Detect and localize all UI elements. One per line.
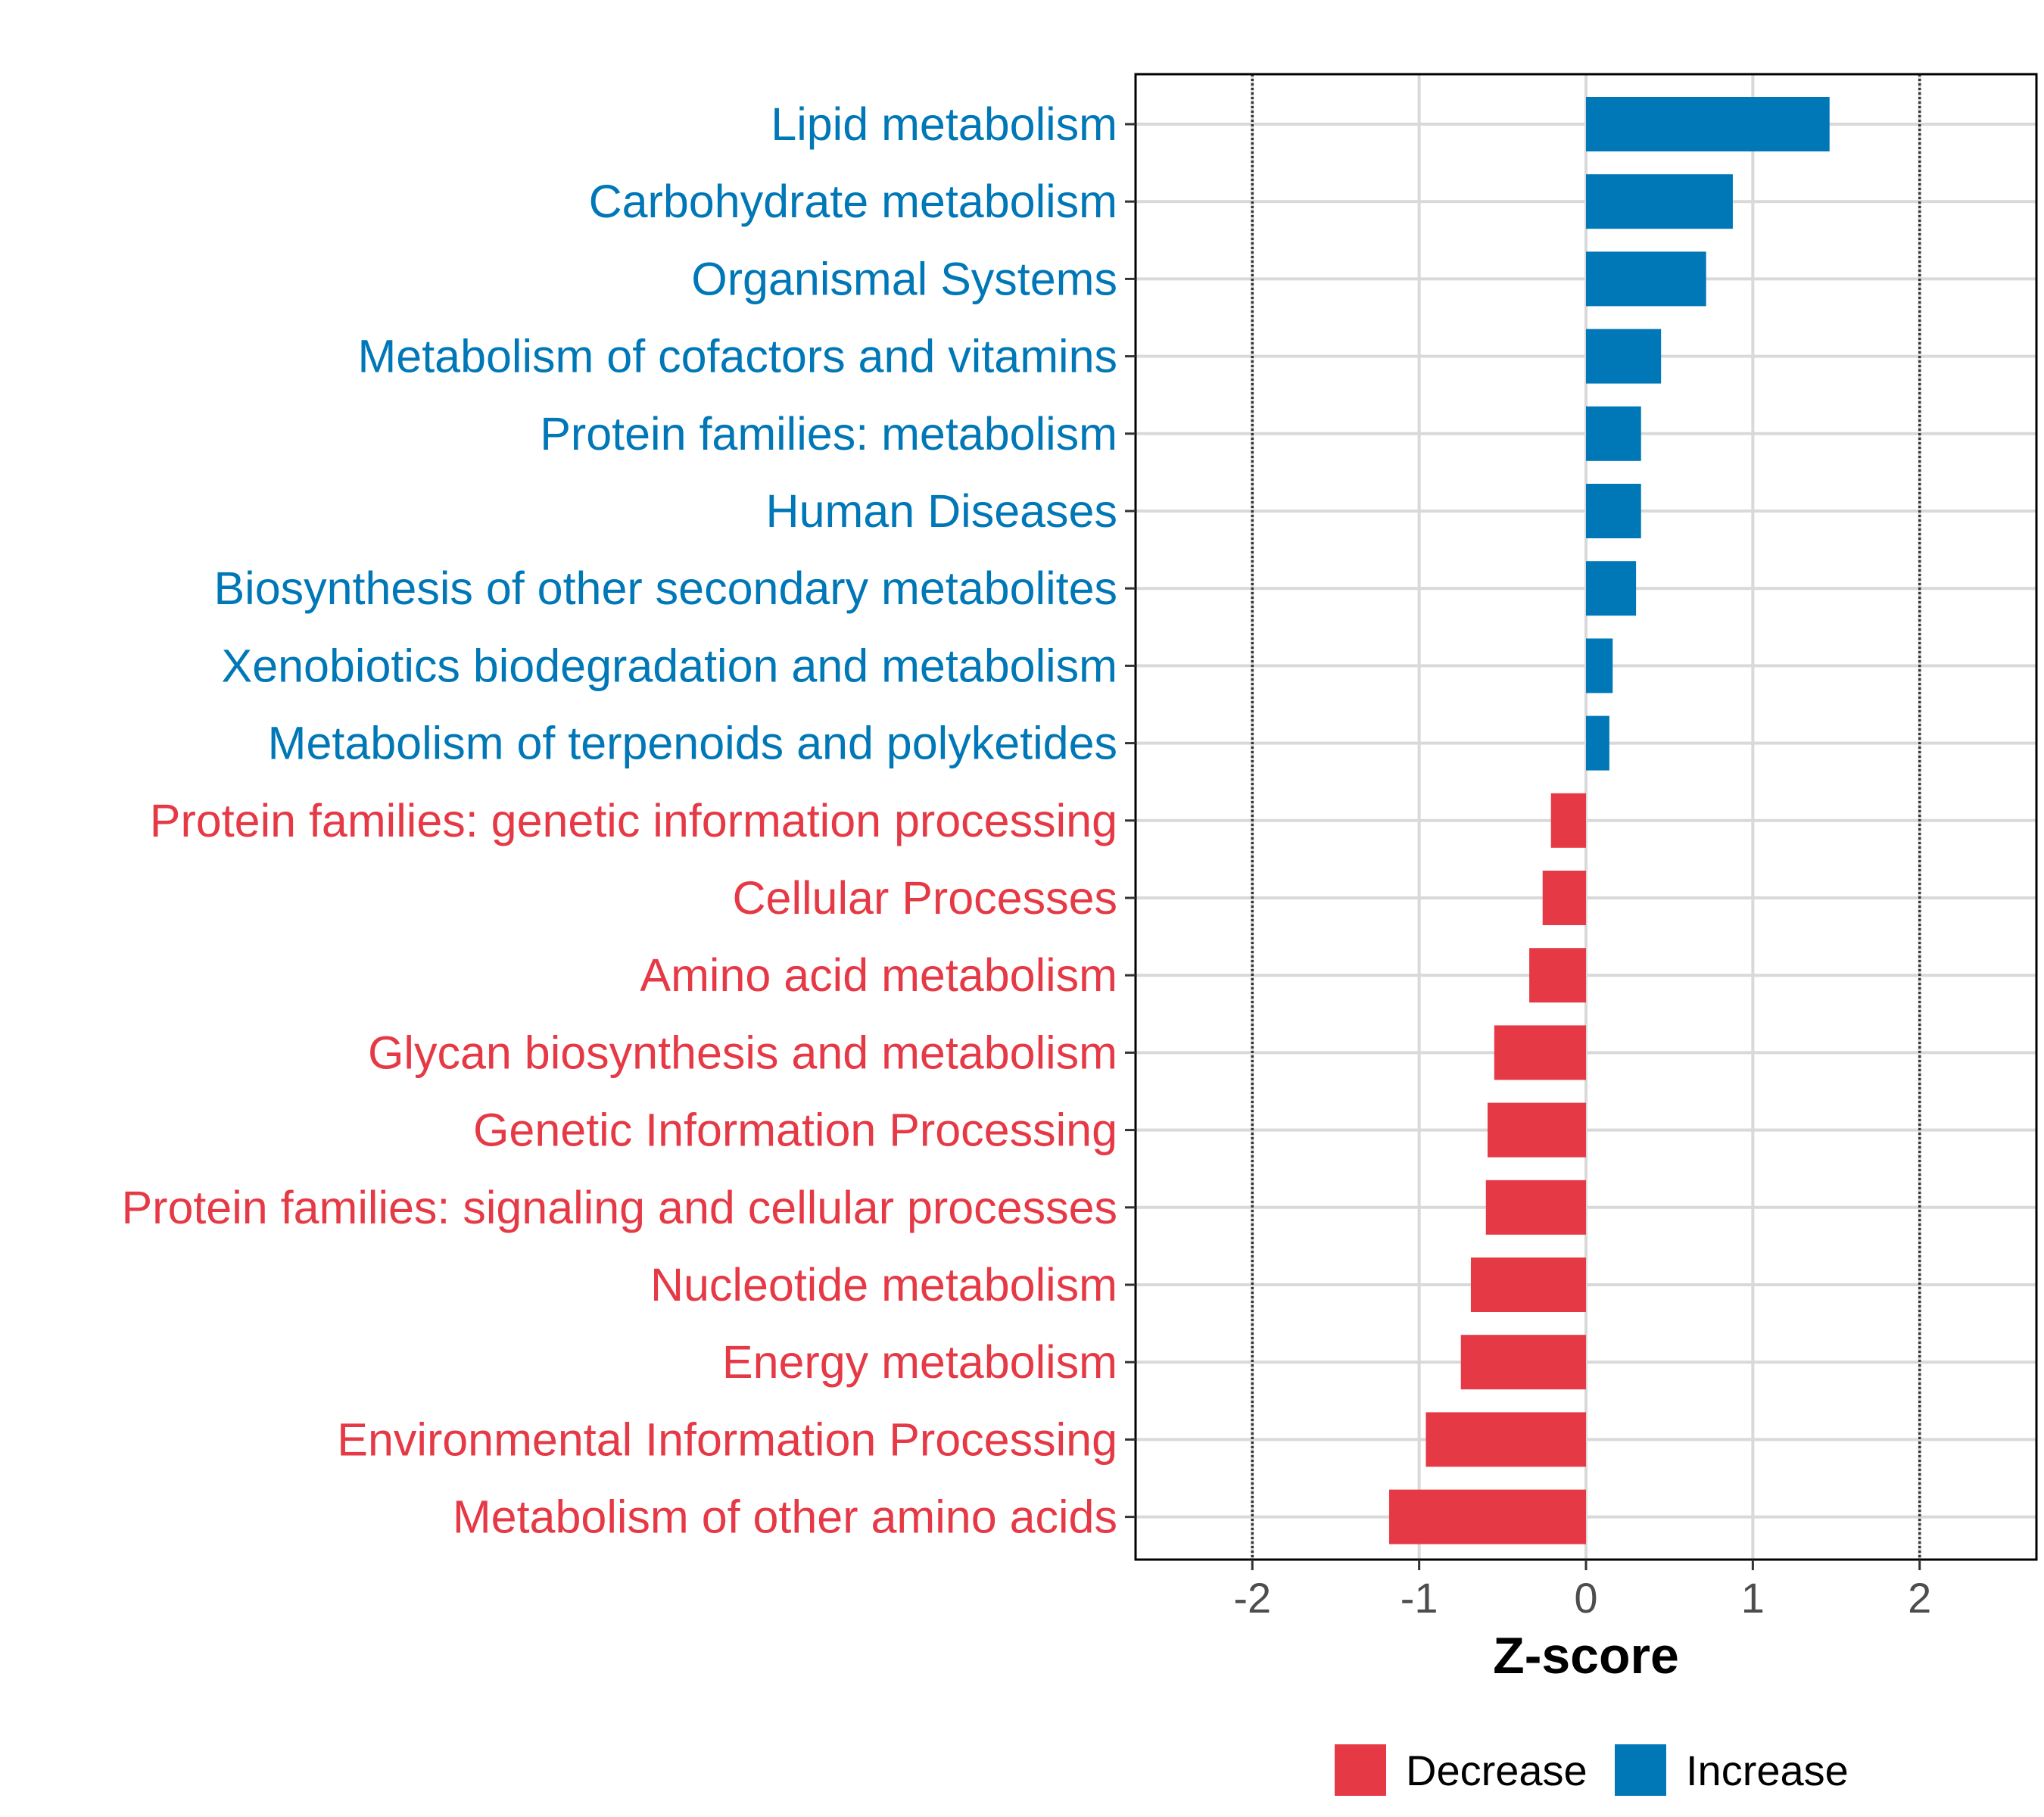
bar-decrease xyxy=(1542,871,1586,925)
bar-decrease xyxy=(1487,1102,1586,1158)
y-axis: Lipid metabolism Carbohydrate metabolism O… xyxy=(121,98,1136,1543)
bar-decrease xyxy=(1485,1180,1586,1235)
y-tick-label: Energy metabolism xyxy=(722,1336,1117,1388)
y-tick-label: Cellular Processes xyxy=(732,872,1117,924)
y-tick-label: Nucleotide metabolism xyxy=(650,1259,1117,1311)
reference-lines xyxy=(1251,74,1921,1560)
x-tick-label: 1 xyxy=(1741,1574,1765,1622)
bar-decrease xyxy=(1426,1412,1586,1467)
y-tick-label: Organismal Systems xyxy=(691,253,1117,304)
bar-decrease xyxy=(1460,1335,1586,1390)
y-tick-label: Protein families: genetic information pr… xyxy=(150,795,1117,846)
bar-increase xyxy=(1586,406,1641,461)
bar-increase xyxy=(1586,251,1706,307)
bar-increase xyxy=(1586,174,1733,229)
y-tick-label: Biosynthesis of other secondary metaboli… xyxy=(213,563,1117,614)
y-tick-label: Human Diseases xyxy=(766,485,1117,537)
x-axis-title: Z-score xyxy=(1493,1627,1679,1685)
bars xyxy=(1388,97,1830,1544)
bar-increase xyxy=(1586,715,1609,771)
y-tick-label: Metabolism of other amino acids xyxy=(453,1491,1117,1543)
bar-increase xyxy=(1586,97,1830,151)
bar-decrease xyxy=(1529,948,1586,1003)
y-tick-label: Lipid metabolism xyxy=(771,98,1117,150)
y-tick-label: Protein families: signaling and cellular… xyxy=(121,1182,1117,1233)
legend-label-increase: Increase xyxy=(1686,1747,1849,1794)
y-tick-label: Genetic Information Processing xyxy=(473,1105,1117,1156)
y-tick-label: Metabolism of cofactors and vitamins xyxy=(357,331,1117,382)
legend-swatch-increase xyxy=(1615,1744,1666,1796)
bar-increase xyxy=(1586,561,1637,616)
bar-increase xyxy=(1586,638,1613,693)
x-axis: -2 -1 0 1 2 xyxy=(1233,1560,1931,1622)
y-tick-label: Metabolism of terpenoids and polyketides xyxy=(268,718,1117,769)
y-tick-label: Xenobiotics biodegradation and metabolis… xyxy=(222,640,1117,691)
y-tick-label: Environmental Information Processing xyxy=(337,1413,1117,1465)
bar-decrease xyxy=(1470,1258,1586,1312)
y-tick-label: Protein families: metabolism xyxy=(540,408,1117,460)
x-tick-label: -2 xyxy=(1233,1574,1271,1622)
x-tick-label: 0 xyxy=(1574,1574,1597,1622)
bar-increase xyxy=(1586,329,1662,384)
bar-decrease xyxy=(1388,1489,1586,1544)
y-tick-label: Glycan biosynthesis and metabolism xyxy=(368,1027,1117,1078)
legend: Decrease Increase xyxy=(1335,1744,1849,1796)
y-tick-label: Amino acid metabolism xyxy=(640,949,1117,1001)
y-tick-label: Carbohydrate metabolism xyxy=(589,176,1117,227)
x-tick-label: 2 xyxy=(1908,1574,1931,1622)
bar-increase xyxy=(1586,484,1641,538)
bar-decrease xyxy=(1550,793,1586,848)
legend-label-decrease: Decrease xyxy=(1406,1747,1588,1794)
x-tick-label: -1 xyxy=(1401,1574,1438,1622)
bar-decrease xyxy=(1494,1025,1586,1080)
legend-swatch-decrease xyxy=(1335,1744,1386,1796)
